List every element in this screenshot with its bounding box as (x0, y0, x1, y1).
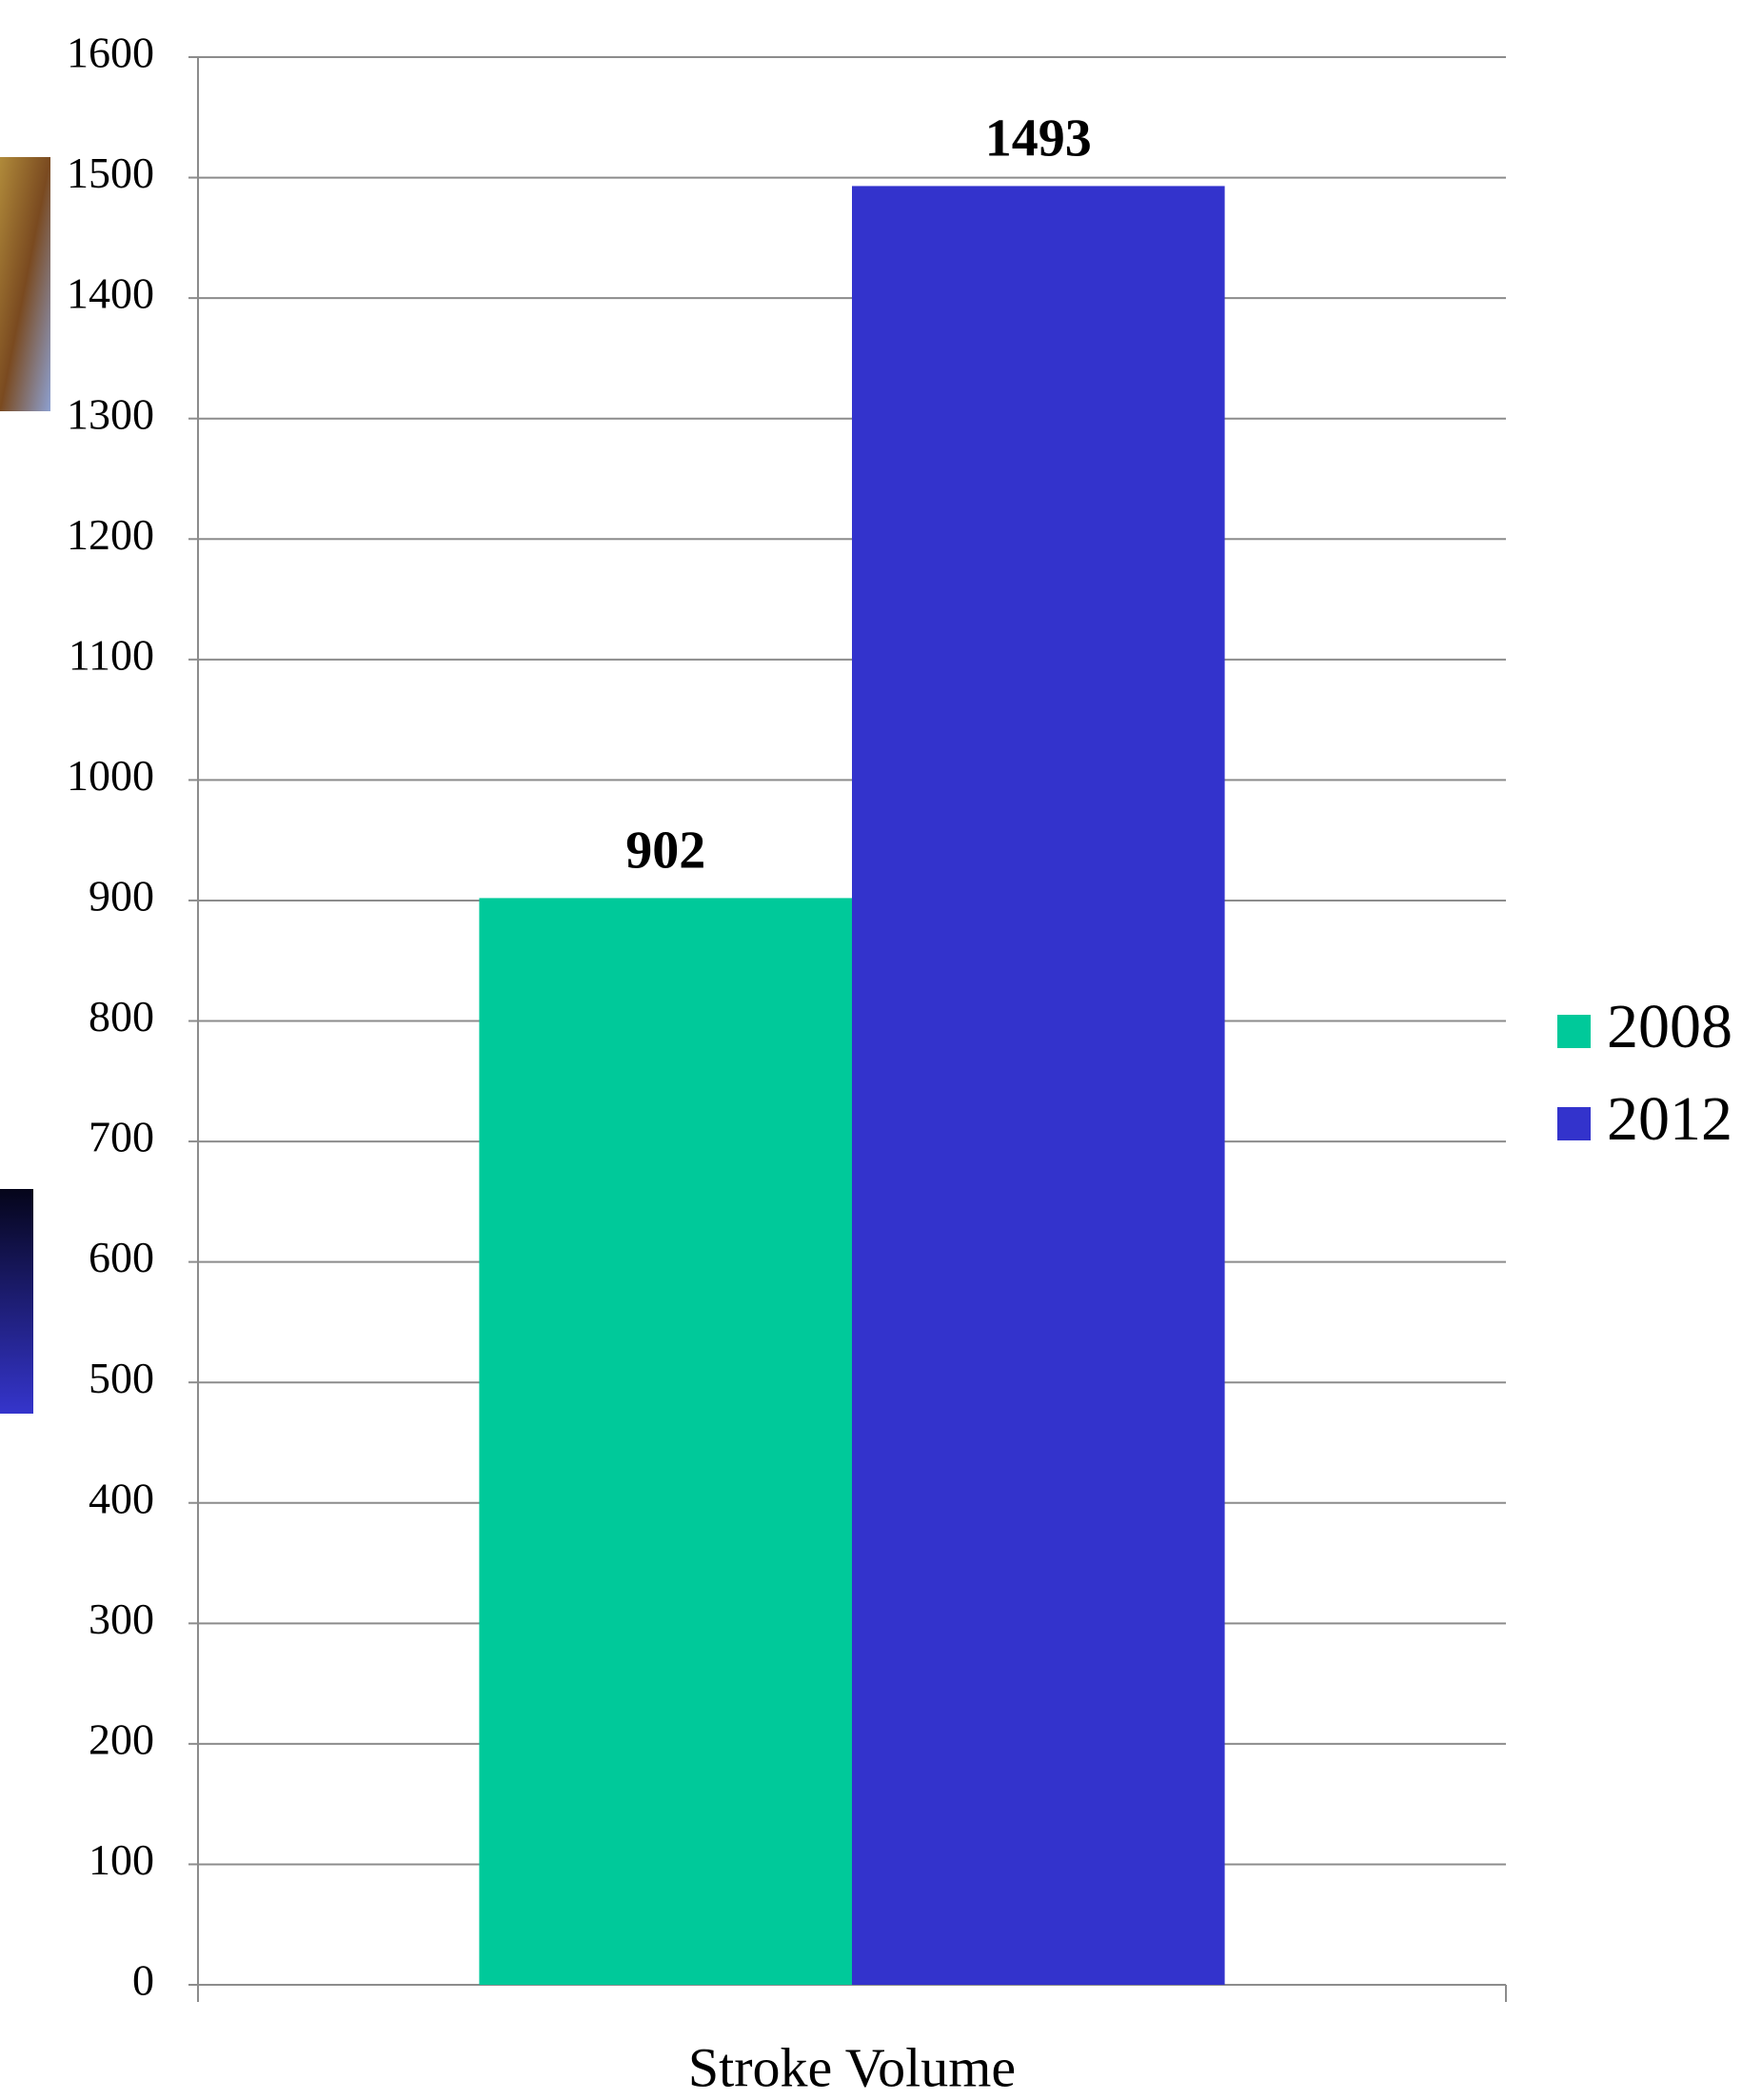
y-tick-label: 100 (89, 1835, 154, 1884)
y-tick-label: 600 (89, 1233, 154, 1281)
value-label: 902 (625, 821, 705, 880)
bar (479, 898, 852, 1985)
legend-label: 2012 (1607, 1084, 1732, 1154)
y-tick-label: 1100 (69, 630, 154, 679)
y-tick-label: 700 (89, 1113, 154, 1161)
y-tick-label: 900 (89, 872, 154, 921)
bar (852, 186, 1225, 1985)
y-tick-label: 400 (89, 1474, 154, 1522)
y-tick-label: 0 (132, 1956, 154, 2005)
y-tick-label: 500 (89, 1354, 154, 1402)
y-tick-label: 200 (89, 1714, 154, 1763)
x-tick-label: Stroke Volume (688, 2036, 1016, 2098)
y-tick-label: 1400 (67, 269, 154, 318)
background-photo (0, 157, 50, 411)
y-tick-label: 1600 (67, 29, 154, 77)
y-tick-label: 1300 (67, 389, 154, 438)
background-gradient (0, 1189, 33, 1414)
legend-label: 2008 (1607, 992, 1732, 1061)
y-tick-label: 800 (89, 992, 154, 1040)
value-label: 1493 (985, 109, 1092, 168)
y-tick-label: 1200 (67, 510, 154, 559)
legend-swatch (1557, 1107, 1591, 1140)
y-tick-label: 1500 (67, 149, 154, 197)
y-tick-label: 300 (89, 1595, 154, 1643)
legend-swatch (1557, 1015, 1591, 1048)
y-tick-label: 1000 (67, 751, 154, 800)
